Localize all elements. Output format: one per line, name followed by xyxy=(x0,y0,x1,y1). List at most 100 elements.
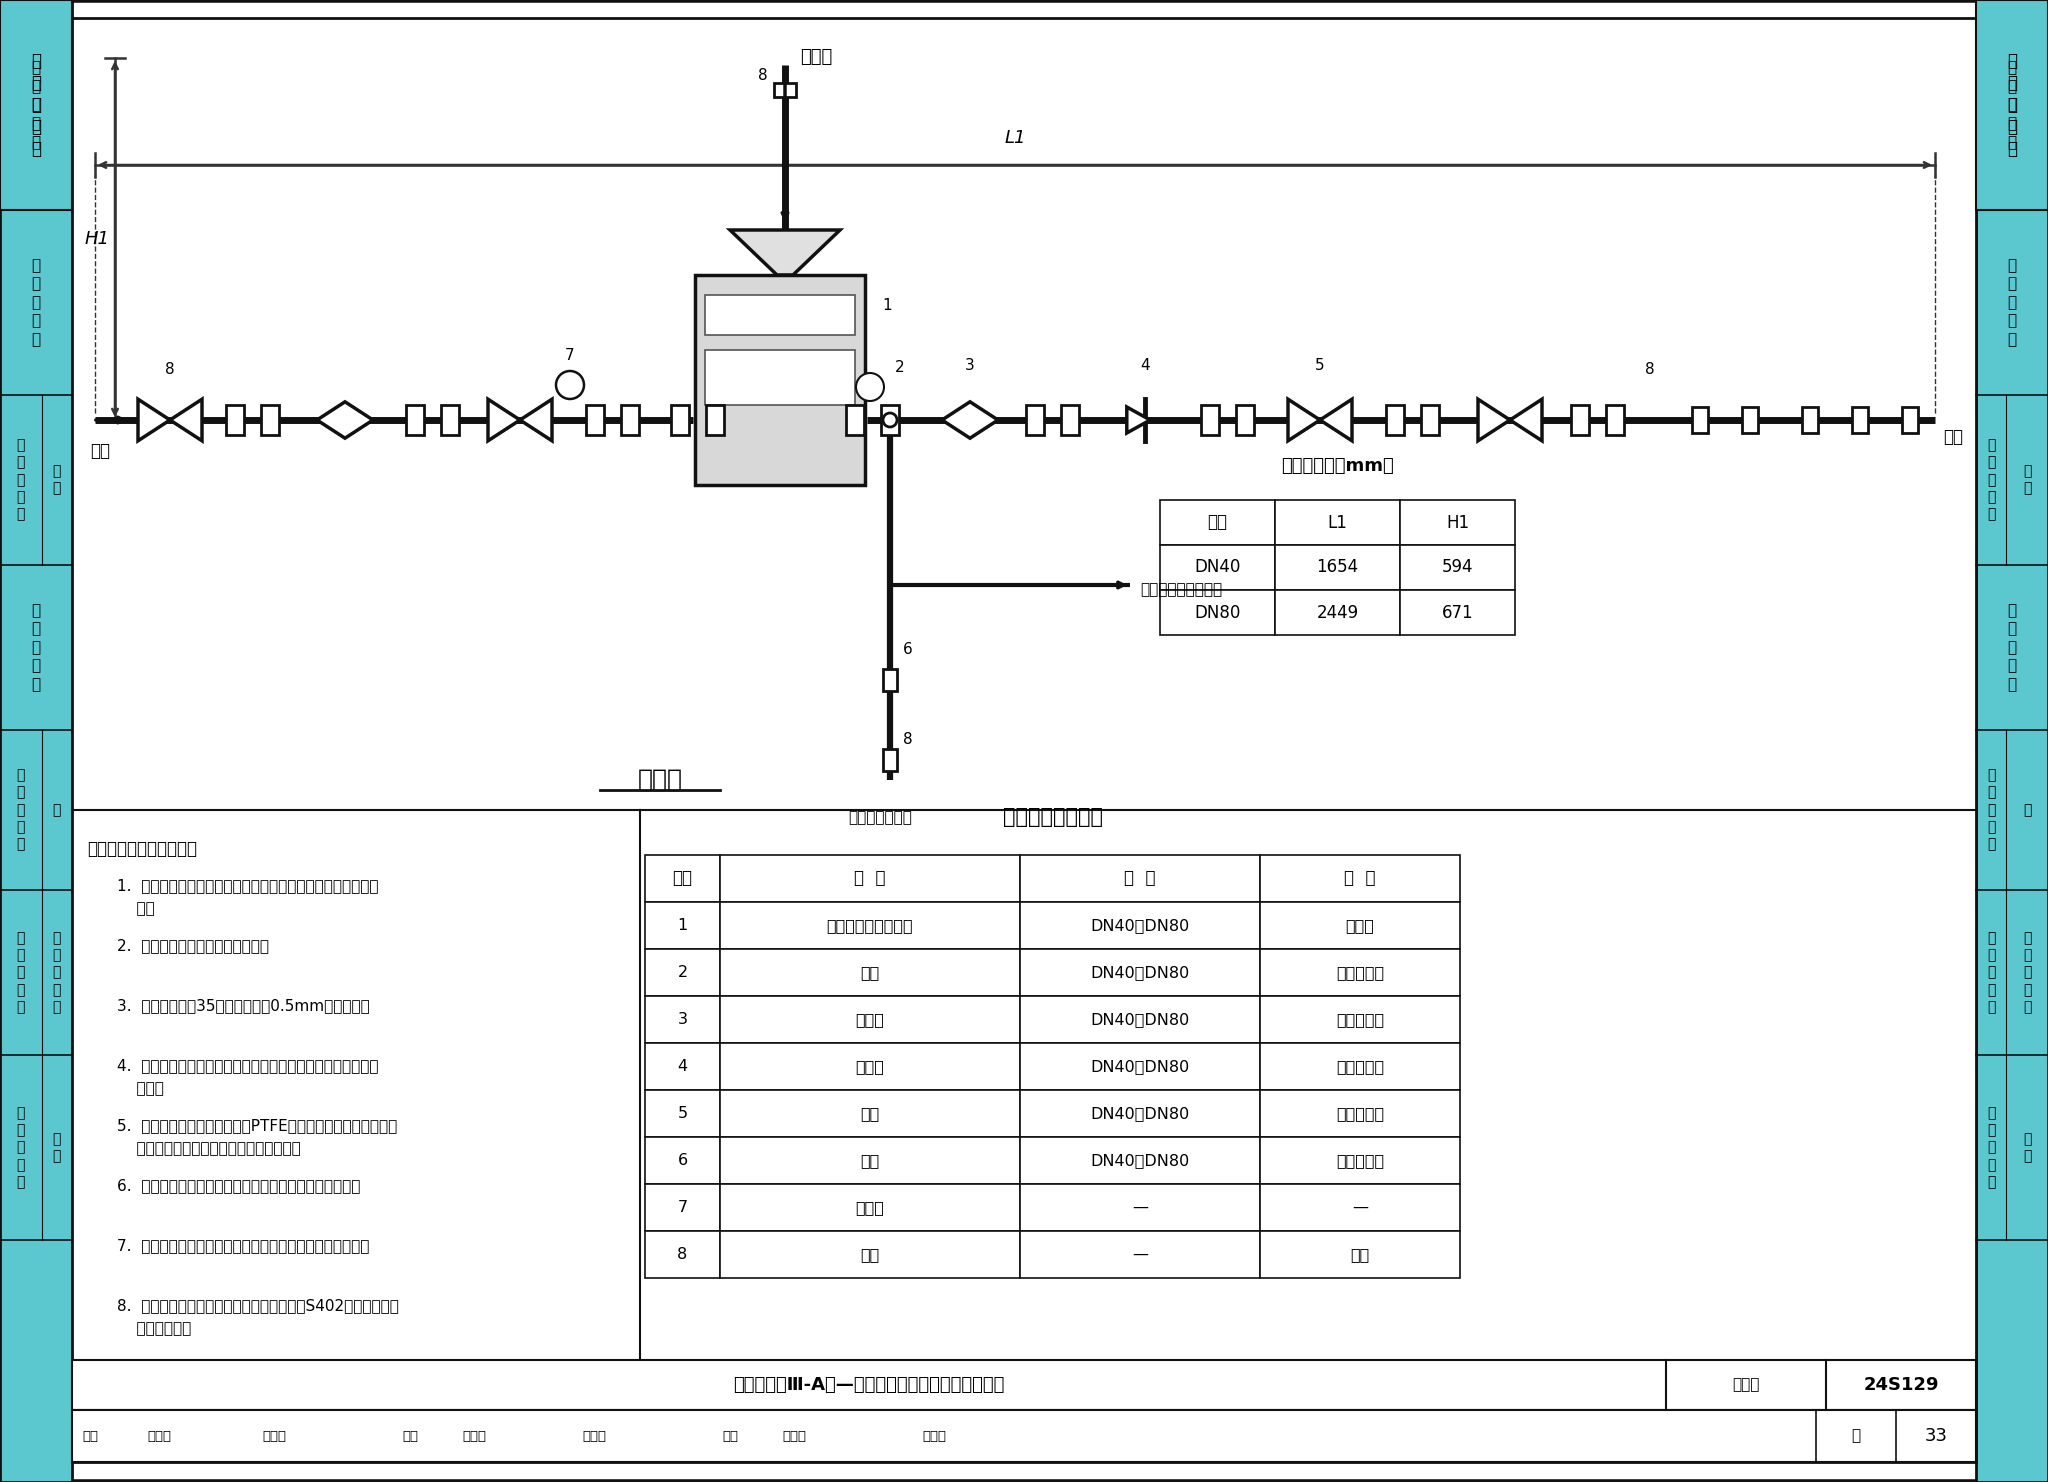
Text: 8.  管卡安装参见现行国家建筑标准设计图集S402《室内管道支
    架及吊架》。: 8. 管卡安装参见现行国家建筑标准设计图集S402《室内管道支 架及吊架》。 xyxy=(117,1298,399,1337)
Text: 毒
灭
菌
装
置: 毒 灭 菌 装 置 xyxy=(1987,931,1995,1014)
Text: 管径: 管径 xyxy=(1208,513,1227,532)
Text: 刘振印: 刘振印 xyxy=(922,1430,946,1442)
Text: 1: 1 xyxy=(678,917,688,934)
Text: 不锈钢: 不锈钢 xyxy=(1346,917,1374,934)
Bar xyxy=(1386,405,1405,436)
Bar xyxy=(1020,996,1260,1043)
Bar xyxy=(1237,405,1253,436)
Polygon shape xyxy=(1509,399,1542,440)
Text: 电: 电 xyxy=(53,803,61,817)
Text: 温
控
循
环
阀: 温 控 循 环 阀 xyxy=(31,258,41,347)
Text: 材  料: 材 料 xyxy=(1343,870,1376,888)
Bar xyxy=(721,903,1020,948)
Text: 热
水
专
用
消: 热 水 专 用 消 xyxy=(53,931,61,1014)
Bar xyxy=(1260,1089,1460,1137)
Text: 8: 8 xyxy=(903,732,913,747)
Text: 热水: 热水 xyxy=(90,442,111,459)
Bar xyxy=(1276,590,1401,634)
Polygon shape xyxy=(137,399,170,440)
Text: 铜、不锈钢: 铜、不锈钢 xyxy=(1335,1060,1384,1074)
Bar xyxy=(1571,405,1589,436)
Text: 热
水
循
环
泵: 热 水 循 环 泵 xyxy=(31,603,41,692)
Bar xyxy=(406,405,424,436)
Bar xyxy=(260,405,279,436)
Text: 冷水: 冷水 xyxy=(1944,428,1962,446)
Text: 脉
冲
阻
垢
器: 脉 冲 阻 垢 器 xyxy=(1987,768,1995,852)
Text: 流
量
平
衡
阀: 流 量 平 衡 阀 xyxy=(1987,439,1995,522)
Polygon shape xyxy=(1126,408,1151,433)
Text: 流
量
平
衡
阀: 流 量 平 衡 阀 xyxy=(16,439,25,522)
Text: 8: 8 xyxy=(166,363,174,378)
Text: 设计: 设计 xyxy=(723,1430,737,1442)
Bar xyxy=(721,948,1020,996)
Bar xyxy=(846,405,864,436)
Bar xyxy=(1260,1043,1460,1089)
Text: 5: 5 xyxy=(678,1106,688,1120)
Polygon shape xyxy=(520,399,553,440)
Bar xyxy=(1903,408,1919,433)
Bar xyxy=(645,903,721,948)
Text: 6.  混合阀安装前应将管道冲洗干净，避免管道杂质影响。: 6. 混合阀安装前应将管道冲洗干净，避免管道杂质影响。 xyxy=(117,1178,360,1193)
Text: —: — xyxy=(1352,1200,1368,1215)
Text: 毒
灭
菌
装
置: 毒 灭 菌 装 置 xyxy=(16,931,25,1014)
Text: 回水（回至加热器）: 回水（回至加热器） xyxy=(1141,582,1223,597)
Text: 李建业: 李建业 xyxy=(463,1430,485,1442)
Text: 止回阀: 止回阀 xyxy=(856,1060,885,1074)
Bar xyxy=(1260,948,1460,996)
Bar xyxy=(1401,590,1516,634)
Text: 恒温水: 恒温水 xyxy=(801,47,831,67)
Polygon shape xyxy=(317,402,373,439)
Polygon shape xyxy=(1479,399,1509,440)
Text: DN40、DN80: DN40、DN80 xyxy=(1090,1060,1190,1074)
Text: H1: H1 xyxy=(1446,513,1468,532)
Bar xyxy=(1743,408,1757,433)
Text: DN40、DN80: DN40、DN80 xyxy=(1090,917,1190,934)
Bar xyxy=(721,1232,1020,1277)
Text: 静
态: 静 态 xyxy=(2023,464,2032,495)
Text: 6: 6 xyxy=(678,1153,688,1168)
Bar xyxy=(1200,405,1219,436)
Bar xyxy=(586,405,604,436)
Text: 张燕平: 张燕平 xyxy=(147,1430,170,1442)
Polygon shape xyxy=(729,230,840,276)
Text: 恒
温
混
合
阀: 恒 温 混 合 阀 xyxy=(2007,52,2017,159)
Bar xyxy=(645,948,721,996)
Text: 1: 1 xyxy=(883,298,891,313)
Polygon shape xyxy=(1321,399,1352,440)
Text: 刘振印: 刘振印 xyxy=(782,1430,807,1442)
Text: 规  格: 规 格 xyxy=(1124,870,1155,888)
Text: 24S129: 24S129 xyxy=(1864,1375,1939,1395)
Text: 方守品: 方守品 xyxy=(582,1430,606,1442)
Text: DN40、DN80: DN40、DN80 xyxy=(1090,965,1190,980)
Text: 审核: 审核 xyxy=(82,1430,98,1442)
Bar xyxy=(645,1137,721,1184)
Bar xyxy=(1159,545,1276,590)
Bar xyxy=(721,855,1020,903)
Bar xyxy=(1020,1089,1260,1137)
Text: 静
态: 静 态 xyxy=(53,464,61,495)
Bar xyxy=(1061,405,1079,436)
Bar xyxy=(1159,590,1276,634)
Bar xyxy=(645,1184,721,1232)
Text: 7: 7 xyxy=(565,347,575,363)
Bar xyxy=(721,996,1020,1043)
Bar xyxy=(1976,0,2048,210)
Text: 7: 7 xyxy=(678,1200,688,1215)
Bar xyxy=(1020,1137,1260,1184)
Bar xyxy=(1020,1232,1260,1277)
Text: L1: L1 xyxy=(1327,513,1348,532)
Bar xyxy=(1276,499,1401,545)
Bar xyxy=(774,83,797,96)
Text: 立
式: 立 式 xyxy=(2023,1132,2032,1163)
Bar xyxy=(621,405,639,436)
Text: 5: 5 xyxy=(1315,357,1325,372)
Text: —: — xyxy=(1133,1246,1149,1263)
Bar xyxy=(1276,545,1401,590)
Text: 671: 671 xyxy=(1442,603,1473,621)
Text: 脉
冲
阻
垢
器: 脉 冲 阻 垢 器 xyxy=(16,768,25,852)
Text: L1: L1 xyxy=(1004,129,1026,147)
Circle shape xyxy=(555,370,584,399)
Text: 4: 4 xyxy=(678,1060,688,1074)
Bar xyxy=(721,1089,1020,1137)
Bar xyxy=(883,668,897,691)
